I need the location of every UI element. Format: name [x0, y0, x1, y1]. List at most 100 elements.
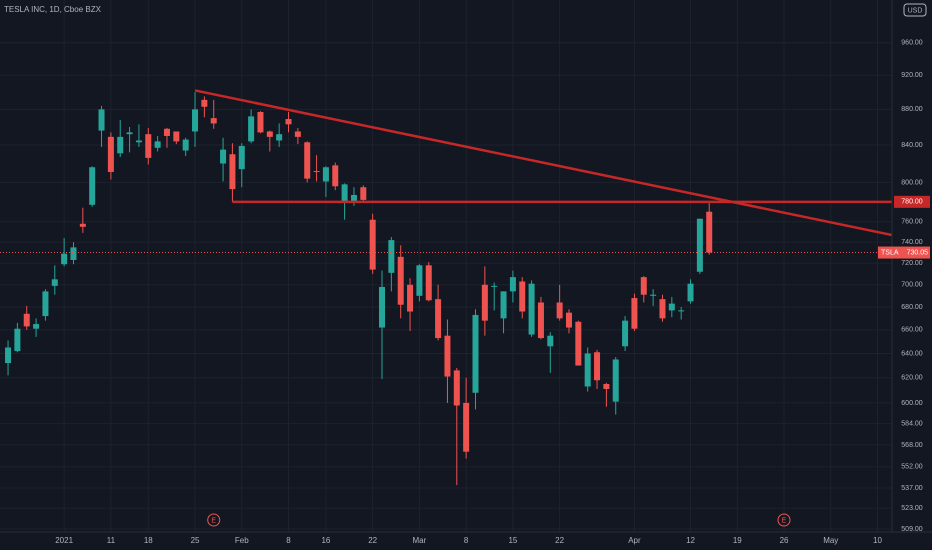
x-tick-label: Feb	[235, 536, 249, 545]
candle-body	[407, 284, 414, 312]
candle-body	[491, 285, 498, 287]
x-tick-label: 15	[508, 536, 517, 545]
candle-body	[379, 286, 386, 328]
candle-body	[117, 136, 124, 154]
y-tick-label: 660.00	[901, 327, 923, 334]
y-tick-label: 720.00	[901, 260, 923, 267]
candle-body	[360, 187, 367, 200]
x-tick-label: 25	[191, 536, 200, 545]
candle-body	[416, 265, 423, 296]
event-marker	[207, 513, 221, 527]
candle-body	[612, 359, 619, 402]
y-tick-label: 880.00	[901, 106, 923, 113]
candle-body	[435, 299, 442, 339]
candle-body	[98, 109, 105, 131]
candle-body	[332, 165, 339, 187]
x-tick-label: 19	[733, 536, 742, 545]
candle-body	[182, 139, 189, 151]
candle-body	[154, 141, 161, 148]
candle-body	[201, 99, 208, 107]
candle-body	[135, 140, 142, 143]
y-tick-label: 584.00	[901, 420, 923, 427]
y-tick-label: 620.00	[901, 375, 923, 382]
candle-body	[500, 291, 507, 319]
candle-body	[23, 313, 30, 327]
y-tick-label: 760.00	[901, 219, 923, 226]
chart-title: TESLA INC, 1D, Cboe BZX	[4, 5, 102, 14]
candle-body	[229, 154, 236, 190]
x-tick-label: May	[823, 536, 838, 545]
candle-body	[631, 298, 638, 329]
last-price-tag	[878, 246, 930, 259]
x-tick-label: 8	[464, 536, 469, 545]
event-label: E	[211, 517, 216, 524]
candle-body	[678, 310, 685, 312]
candle-body	[622, 320, 629, 347]
y-tick-label: 568.00	[901, 442, 923, 449]
candle-body	[425, 265, 432, 301]
y-tick-label: 800.00	[901, 179, 923, 186]
candle-body	[584, 353, 591, 387]
y-tick-label: 600.00	[901, 400, 923, 407]
candle-body	[266, 131, 273, 137]
candle-body	[70, 247, 77, 260]
y-tick-label: 509.00	[901, 526, 923, 533]
x-tick-label: 22	[555, 536, 564, 545]
candle-body	[565, 312, 572, 328]
candle-body	[304, 142, 311, 179]
candle-body	[668, 303, 675, 311]
candle-body	[163, 128, 170, 136]
candle-body	[706, 211, 713, 253]
x-tick-label: 2021	[55, 536, 73, 545]
y-tick-label: 680.00	[901, 304, 923, 311]
candle-body	[603, 383, 610, 389]
candle-body	[173, 131, 180, 142]
candle-body	[556, 302, 563, 319]
currency: USD	[908, 7, 923, 14]
x-tick-label: 16	[321, 536, 330, 545]
y-tick-label: 700.00	[901, 282, 923, 289]
candle-body	[257, 112, 264, 133]
candle-body	[640, 277, 647, 295]
candle-body	[659, 299, 666, 319]
candle-body	[79, 223, 86, 227]
x-tick-label: 22	[368, 536, 377, 545]
x-tick-label: Mar	[413, 536, 427, 545]
candle-body	[238, 145, 245, 170]
candle-body	[687, 283, 694, 302]
candle-body	[650, 294, 657, 296]
candle-body	[369, 219, 376, 270]
x-tick-label: 10	[873, 536, 882, 545]
x-tick-label: 11	[107, 536, 116, 545]
candle-body	[248, 116, 255, 142]
candle-body	[192, 109, 199, 132]
y-tick-label: 537.00	[901, 485, 923, 492]
candle-body	[51, 279, 58, 286]
candle-body	[126, 132, 133, 135]
y-tick-label: 920.00	[901, 72, 923, 79]
x-tick-label: 18	[144, 536, 153, 545]
candle-body	[537, 302, 544, 339]
candle-body	[276, 134, 283, 141]
candle-body	[528, 283, 535, 335]
y-tick-label: 740.00	[901, 239, 923, 246]
candle-body	[322, 167, 329, 182]
candle-body	[42, 291, 49, 317]
candle-body	[61, 253, 68, 265]
last-price-symbol: TSLA	[881, 249, 899, 256]
candle-body	[350, 194, 357, 202]
price-tag-label: 780.00	[901, 199, 923, 206]
event-marker	[777, 513, 791, 527]
y-tick-label: 523.00	[901, 505, 923, 512]
y-tick-label: 840.00	[901, 142, 923, 149]
candle-body	[5, 347, 12, 364]
currency-box	[903, 3, 927, 17]
candle-body	[575, 321, 582, 366]
x-tick-label: 26	[780, 536, 789, 545]
trend-line	[194, 89, 892, 237]
candle-body	[519, 281, 526, 312]
y-tick-label: 640.00	[901, 350, 923, 357]
candle-body	[397, 256, 404, 305]
x-tick-label: Apr	[628, 536, 641, 545]
